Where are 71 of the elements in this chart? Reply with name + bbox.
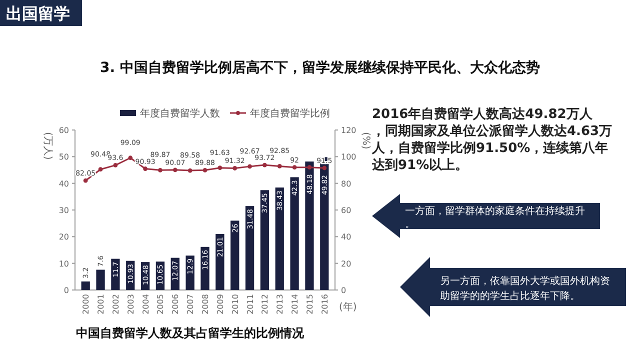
point [307,165,312,170]
legend-label: 年度自费留学比例 [250,108,330,120]
y2-tick-label: 0 [341,286,346,295]
y2-tick-label: 80 [341,179,352,188]
point [158,168,162,172]
y2-tick-label: 40 [341,232,352,242]
legend-label: 年度自费留学人数 [140,108,220,120]
point [202,168,208,172]
bar [96,270,105,290]
x-tick-label: 2009 [216,294,225,314]
x-tick-label: 2002 [111,294,120,314]
x-tick-label: 2016 [320,294,330,314]
bar [260,190,270,290]
point [322,166,327,170]
point [277,164,282,168]
y2-axis-title: (%) [360,132,371,150]
x-tick-label: 2015 [305,294,314,314]
bar [245,206,254,290]
y-tick-label: 20 [58,232,69,242]
text: 一方面，留学群体的家庭条件在持续提升。 [405,205,585,230]
y2-tick-label: 60 [341,206,352,215]
point [248,164,252,169]
x-tick-label: 2001 [96,294,106,314]
x-tick-label: 2014 [290,294,300,314]
x-tick-label: 2013 [276,294,285,314]
text: 出国留学 [6,4,70,23]
point [218,166,222,170]
chart-title: 3. 中国自费留学比例居高不下，留学发展继续保持平民化、大众化态势 [100,59,540,76]
bar [230,220,240,290]
point [98,167,103,172]
bar [216,234,224,290]
point [172,168,178,172]
x-tick-label: 2007 [186,294,196,314]
y-tick-label: 40 [58,179,69,188]
bar [81,281,90,290]
x-tick-label: 2005 [156,294,166,314]
y-tick-label: 10 [58,259,69,268]
y2-tick-label: 20 [341,259,352,268]
bar [111,258,120,290]
bar [305,162,314,290]
x-tick-label: 2008 [201,294,210,314]
text: 中国自费留学人数及其占留学生的比例情况 [76,326,305,340]
x-tick-label: 2000 [82,294,91,314]
point [188,168,192,173]
x-tick-label: 2011 [246,294,255,314]
y-tick-label: 30 [58,206,69,215]
point [128,156,133,160]
x-tick-label: 2003 [126,294,136,314]
point [232,166,238,170]
point [83,178,88,183]
point [113,163,118,168]
x-tick-label: 2006 [171,294,180,314]
point [143,166,148,171]
x-tick-label: 2004 [141,294,150,314]
bar [275,188,284,290]
point [292,165,297,170]
x-tick-label: 2010 [230,294,240,314]
y-tick-label: 50 [58,152,69,162]
y2-tick-label: 100 [341,152,356,162]
y-tick-label: 60 [58,126,69,135]
bar [186,256,194,290]
text: 2016年自费留学人数高达49.82万人，同期国家及单位公派留学人数达4.63万人，自费留学比例91.50%，连续第八年达到91%以上。 [371,106,612,173]
bar [290,177,299,290]
y-axis-title: (万人) [42,132,53,160]
x-axis-title: (年) [339,301,357,313]
bar [200,246,210,290]
text: 另一方面，依靠国外大学或国外机构资助留学的的学生占比逐年下降。 [440,275,610,302]
y2-tick-label: 120 [341,126,356,135]
y-tick-label: 0 [64,286,69,295]
point [262,162,267,168]
x-tick-label: 2012 [260,294,270,314]
